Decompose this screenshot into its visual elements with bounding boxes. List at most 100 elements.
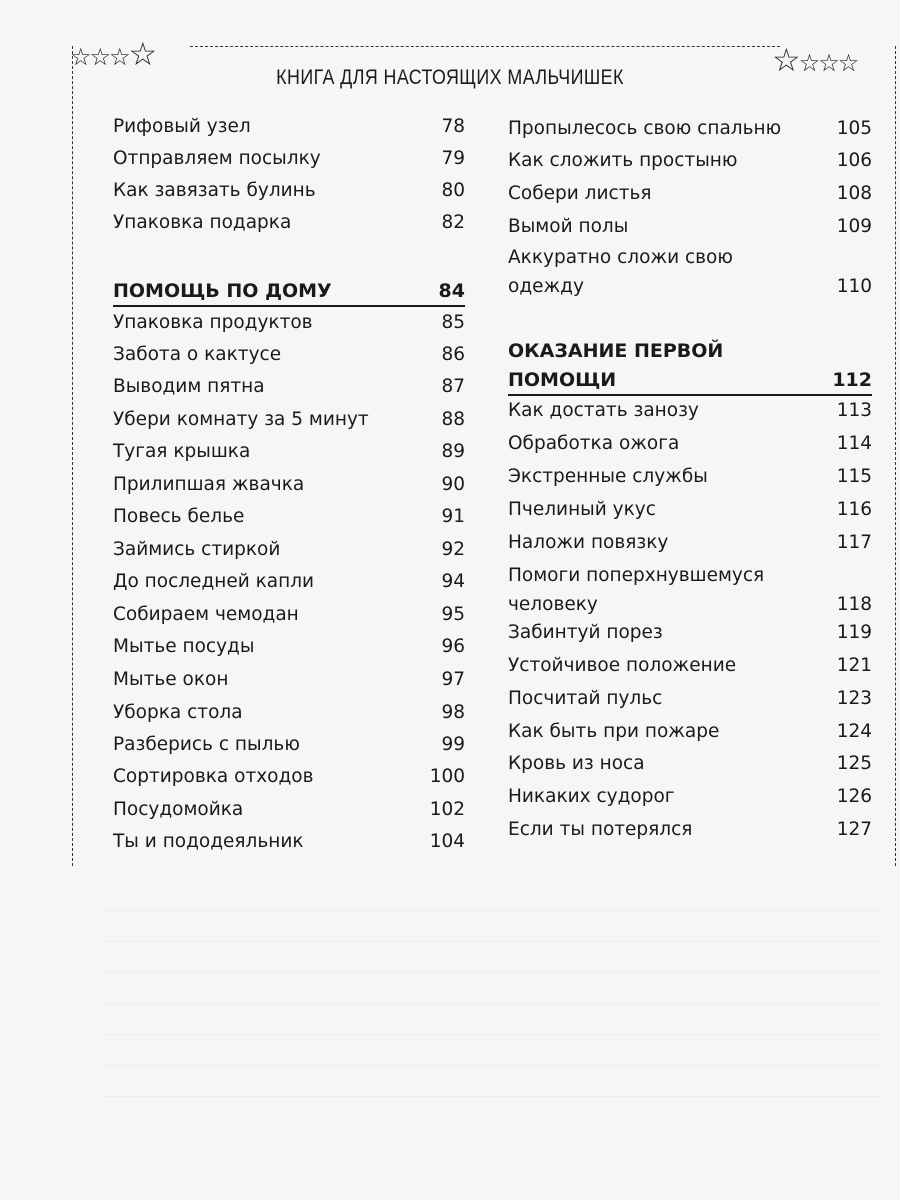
toc-entry-title: Забота о кактусе: [113, 344, 282, 365]
stars-left-icon: ☆☆☆☆: [70, 35, 157, 73]
toc-entry: До последней капли 94: [113, 569, 465, 595]
toc-entry: Пропылесось свою спальню 105: [508, 116, 872, 142]
toc-entry-title: Посчитай пульс: [508, 688, 663, 709]
toc-entry-title: Устойчивое положение: [508, 655, 737, 676]
toc-entry-title-line2: одежду: [508, 276, 584, 297]
toc-entry-title: Рифовый узел: [113, 116, 251, 137]
toc-entry-title: Если ты потерялся: [508, 819, 693, 840]
toc-entry-title: Повесь белье: [113, 506, 245, 527]
toc-entry-title: Убери комнату за 5 минут: [113, 409, 369, 430]
running-header: КНИГА ДЛЯ НАСТОЯЩИХ МАЛЬЧИШЕК: [276, 66, 624, 89]
toc-page-number: 79: [441, 148, 465, 169]
toc-page-number: 90: [441, 474, 465, 495]
toc-section-heading: ОКАЗАНИЕ ПЕРВОЙ ПОМОЩИ 112: [508, 338, 872, 396]
toc-entry: Выводим пятна 87: [113, 374, 465, 400]
toc-page-number: 118: [836, 594, 872, 615]
toc-page-number: 100: [429, 766, 465, 787]
toc-entry-title: Пчелиный укус: [508, 499, 656, 520]
toc-page-number: 124: [836, 721, 872, 742]
toc-entry: Как завязать булинь 80: [113, 178, 465, 204]
toc-entry: Разберись с пылью 99: [113, 732, 465, 758]
toc-entry: Забота о кактусе 86: [113, 342, 465, 368]
toc-page-number: 97: [441, 669, 465, 690]
toc-entry-title: Собираем чемодан: [113, 604, 299, 625]
toc-page-number: 112: [832, 369, 872, 391]
toc-entry-title: Наложи повязку: [508, 532, 669, 553]
toc-entry-title: Пропылесось свою спальню: [508, 118, 782, 139]
toc-page-number: 109: [836, 216, 872, 237]
toc-entry: Если ты потерялся 127: [508, 817, 872, 843]
toc-entry-title: Собери листья: [508, 183, 652, 204]
toc-entry-title: Кровь из носа: [508, 753, 645, 774]
toc-page-number: 104: [429, 831, 465, 852]
heading-underline: [113, 305, 465, 307]
toc-page-number: 86: [441, 344, 465, 365]
toc-entry-title: Уборка стола: [113, 702, 243, 723]
toc-page-number: 89: [441, 441, 465, 462]
toc-entry-title: Ты и пододеяльник: [113, 831, 304, 852]
toc-entry: Экстренные службы 115: [508, 464, 872, 490]
toc-page-number: 94: [441, 571, 465, 592]
toc-page-number: 110: [836, 276, 872, 297]
toc-entry: Пчелиный укус 116: [508, 497, 872, 523]
dashed-top-border: [190, 46, 780, 47]
toc-entry: Собираем чемодан 95: [113, 602, 465, 628]
toc-entry: Кровь из носа 125: [508, 751, 872, 777]
toc-entry: Посудомойка 102: [113, 797, 465, 823]
toc-entry: Как сложить простыню 106: [508, 148, 872, 174]
toc-entry-title: Отправляем посылку: [113, 148, 321, 169]
toc-entry-title: Прилипшая жвачка: [113, 474, 305, 495]
toc-page-number: 105: [836, 118, 872, 139]
toc-entry-title: Мытье посуды: [113, 636, 255, 657]
toc-entry: Вымой полы 109: [508, 214, 872, 240]
toc-entry-title: Забинтуй порез: [508, 622, 663, 643]
toc-page-number: 98: [441, 702, 465, 723]
toc-entry-title: Сортировка отходов: [113, 766, 314, 787]
toc-entry-title: Упаковка продуктов: [113, 312, 313, 333]
toc-page-number: 84: [438, 280, 465, 302]
toc-page-number: 87: [441, 376, 465, 397]
toc-entry: Аккуратно сложи свою одежду 110: [508, 245, 872, 300]
toc-entry: Убери комнату за 5 минут 88: [113, 407, 465, 433]
toc-page-number: 96: [441, 636, 465, 657]
toc-page-number: 108: [836, 183, 872, 204]
toc-page-number: 80: [441, 180, 465, 201]
toc-entry-title: Мытье окон: [113, 669, 229, 690]
toc-entry-title: ОКАЗАНИЕ ПЕРВОЙ: [508, 340, 724, 362]
toc-entry-title: Экстренные службы: [508, 466, 708, 487]
toc-entry: Упаковка продуктов 85: [113, 310, 465, 336]
toc-entry: Уборка стола 98: [113, 700, 465, 726]
toc-entry: Наложи повязку 117: [508, 530, 872, 556]
toc-entry-title: Тугая крышка: [113, 441, 251, 462]
bleed-through-lines: [100, 880, 880, 1130]
toc-entry-title: Как быть при пожаре: [508, 721, 720, 742]
toc-page-number: 78: [441, 116, 465, 137]
stars-right-icon: ☆☆☆☆: [772, 41, 859, 79]
toc-page-number: 119: [836, 622, 872, 643]
toc-page-number: 117: [836, 532, 872, 553]
toc-entry: Обработка ожога 114: [508, 431, 872, 457]
toc-entry: Отправляем посылку 79: [113, 146, 465, 172]
toc-entry: Ты и пододеяльник 104: [113, 829, 465, 855]
toc-entry: Помоги поперхнувшемуся человеку 118: [508, 563, 872, 618]
toc-entry-title: Как завязать булинь: [113, 180, 316, 201]
toc-page-number: 92: [441, 539, 465, 560]
toc-page-number: 115: [836, 466, 872, 487]
toc-entry-title: Аккуратно сложи свою: [508, 247, 733, 268]
toc-entry: Посчитай пульс 123: [508, 686, 872, 712]
toc-page-number: 116: [836, 499, 872, 520]
toc-entry-title: Помоги поперхнувшемуся: [508, 565, 765, 586]
toc-entry: Устойчивое положение 121: [508, 653, 872, 679]
toc-entry: Собери листья 108: [508, 181, 872, 207]
toc-page-number: 99: [441, 734, 465, 755]
toc-page-number: 114: [836, 433, 872, 454]
toc-page-number: 125: [836, 753, 872, 774]
toc-entry: Займись стиркой 92: [113, 537, 465, 563]
toc-entry-title: Как достать занозу: [508, 400, 699, 421]
toc-page-number: 113: [836, 400, 872, 421]
toc-entry: Рифовый узел 78: [113, 114, 465, 140]
toc-entry-title-line2: человеку: [508, 594, 598, 615]
toc-entry: Сортировка отходов 100: [113, 764, 465, 790]
toc-entry-title: Упаковка подарка: [113, 212, 292, 233]
toc-entry-title: Обработка ожога: [508, 433, 680, 454]
